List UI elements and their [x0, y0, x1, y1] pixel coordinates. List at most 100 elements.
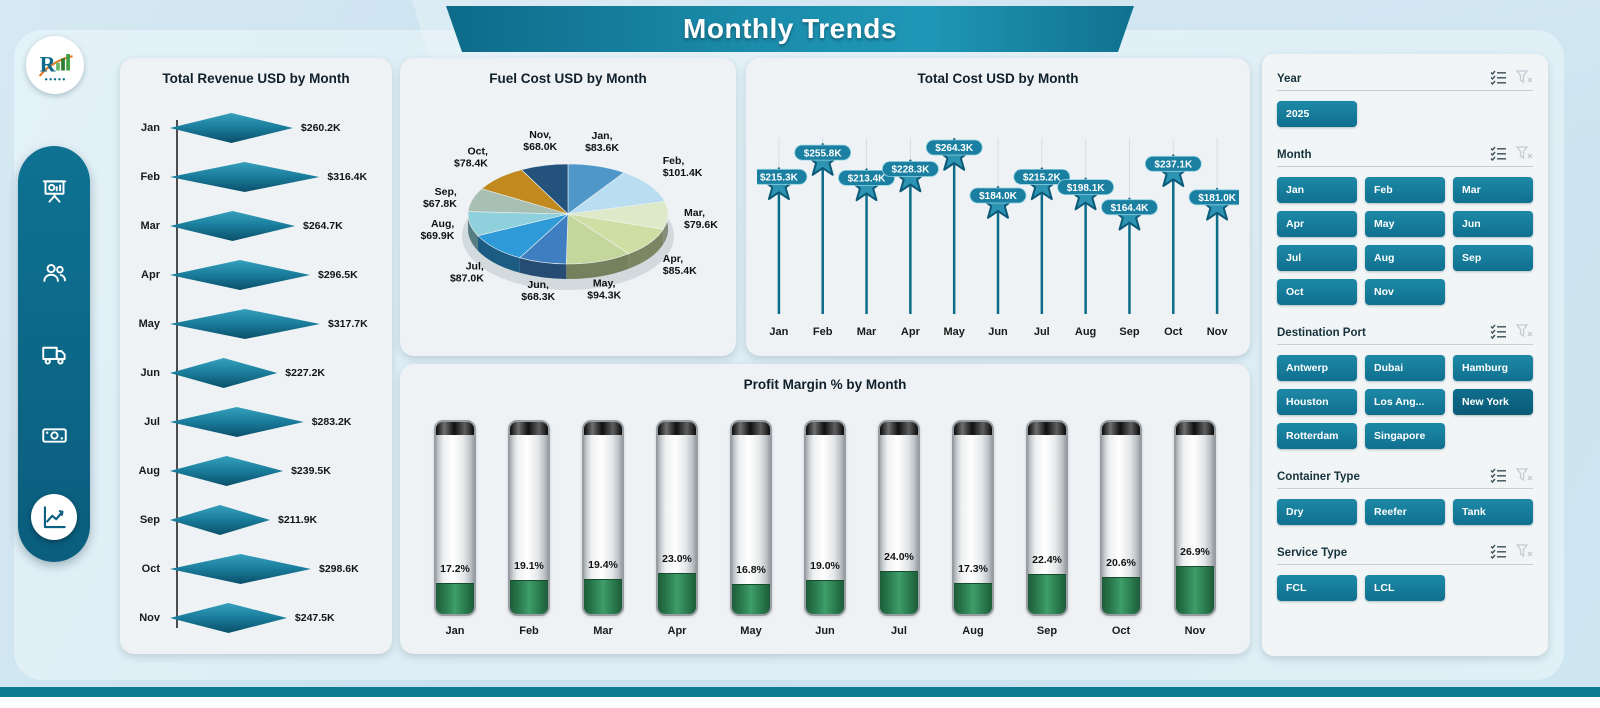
people-nav-button[interactable]: [31, 250, 77, 296]
slicer-options-year: 2025: [1277, 101, 1533, 127]
slicer-option-new-york[interactable]: New York: [1453, 389, 1533, 415]
funnel-row: May $317.7K: [130, 302, 386, 346]
slicer-option-may[interactable]: May: [1365, 211, 1445, 237]
slicer-option-apr[interactable]: Apr: [1277, 211, 1357, 237]
funnel-diamond[interactable]: [170, 456, 284, 486]
funnel-diamond[interactable]: [170, 309, 320, 339]
slicer-option-mar[interactable]: Mar: [1453, 177, 1533, 203]
thermo-month-label: Feb: [519, 625, 539, 637]
slicer-title: Service Type: [1277, 547, 1348, 559]
funnel-value-label: $316.4K: [327, 171, 368, 183]
slicer-option-jun[interactable]: Jun: [1453, 211, 1533, 237]
thermo-tube[interactable]: 17.2%: [434, 420, 476, 616]
slicer-option-fcl[interactable]: FCL: [1277, 575, 1357, 601]
funnel-diamond[interactable]: [170, 162, 320, 192]
pie-slice[interactable]: [565, 213, 630, 265]
slicer-option-dubai[interactable]: Dubai: [1365, 355, 1445, 381]
pie-slice-side: [519, 257, 567, 279]
slicer-option-sep[interactable]: Sep: [1453, 245, 1533, 271]
slicer-option-feb[interactable]: Feb: [1365, 177, 1445, 203]
pie-slice[interactable]: [566, 172, 666, 215]
thermo-value-label: 19.4%: [588, 559, 618, 571]
thermo-column: 23.0% Apr: [648, 420, 706, 637]
funnel-diamond[interactable]: [170, 211, 295, 241]
money-nav-button[interactable]: [31, 413, 77, 459]
pie-slice[interactable]: [520, 163, 569, 215]
slicer-service-type: Service Type FCL LCL: [1277, 544, 1533, 601]
funnel-diamond[interactable]: [170, 113, 293, 143]
slicer-options-destination-port: Antwerp Dubai Hamburg Houston Los Ang... New …: [1277, 355, 1533, 449]
funnel-diamond[interactable]: [170, 505, 270, 535]
thermo-tube[interactable]: 19.1%: [508, 420, 550, 616]
slicer-option-hamburg[interactable]: Hamburg: [1453, 355, 1533, 381]
company-logo: R: [26, 36, 84, 94]
funnel-diamond[interactable]: [170, 260, 310, 290]
slicer-option-2025[interactable]: 2025: [1277, 101, 1357, 127]
money-icon: [41, 422, 68, 449]
thermo-value-label: 16.8%: [736, 564, 766, 576]
funnel-diamond[interactable]: [170, 603, 287, 633]
select-all-icon[interactable]: [1490, 324, 1507, 339]
slicer-option-houston[interactable]: Houston: [1277, 389, 1357, 415]
slicer-option-singapore[interactable]: Singapore: [1365, 423, 1445, 449]
funnel-month-label: Sep: [139, 514, 160, 526]
x-axis-label: Oct: [1164, 326, 1183, 338]
slicer-container-type: Container Type Dry Reefer Tank: [1277, 468, 1533, 525]
slicer-option-aug[interactable]: Aug: [1365, 245, 1445, 271]
value-pill-label: $213.4K: [848, 174, 887, 185]
select-all-icon[interactable]: [1490, 146, 1507, 161]
value-pill: [757, 168, 808, 185]
clear-filter-icon[interactable]: [1516, 324, 1533, 339]
x-axis-label: Jan: [769, 326, 788, 338]
cost-star-svg: $215.3K Jan $255.8K Feb $213.4K Mar $228.3K Apr…: [757, 138, 1239, 338]
funnel-row: Feb $316.4K: [130, 155, 386, 199]
clear-filter-icon[interactable]: [1516, 544, 1533, 559]
thermo-tube[interactable]: 22.4%: [1026, 420, 1068, 616]
slicer-option-oct[interactable]: Oct: [1277, 279, 1357, 305]
clear-filter-icon[interactable]: [1516, 468, 1533, 483]
pie-label: Jun, $68.3K: [521, 279, 555, 303]
funnel-diamond[interactable]: [170, 407, 304, 437]
select-all-icon[interactable]: [1490, 468, 1507, 483]
x-axis-label: Feb: [813, 326, 833, 338]
value-pill-label: $255.8K: [804, 148, 843, 159]
clear-filter-icon[interactable]: [1516, 146, 1533, 161]
slicer-option-rotterdam[interactable]: Rotterdam: [1277, 423, 1357, 449]
thermo-tube[interactable]: 19.0%: [804, 420, 846, 616]
slicer-icons: [1490, 544, 1533, 559]
funnel-month-label: May: [138, 318, 160, 330]
slicer-option-tank[interactable]: Tank: [1453, 499, 1533, 525]
slicer-option-antwerp[interactable]: Antwerp: [1277, 355, 1357, 381]
thermo-tube[interactable]: 26.9%: [1174, 420, 1216, 616]
thermo-tube[interactable]: 23.0%: [656, 420, 698, 616]
slicer-option-dry[interactable]: Dry: [1277, 499, 1357, 525]
line-chart-nav-button[interactable]: [31, 494, 77, 540]
slicer-option-jul[interactable]: Jul: [1277, 245, 1357, 271]
presentation-chart-nav-button[interactable]: [31, 168, 77, 214]
slicer-option-jan[interactable]: Jan: [1277, 177, 1357, 203]
thermo-month-label: Oct: [1111, 625, 1131, 637]
thermo-cap: [806, 422, 844, 435]
clear-filter-icon[interactable]: [1516, 70, 1533, 85]
slicer-option-los-ang-[interactable]: Los Ang...: [1365, 389, 1445, 415]
pie-label: Aug, $69.9K: [420, 218, 454, 242]
truck-nav-button[interactable]: [31, 331, 77, 377]
thermo-tube[interactable]: 19.4%: [582, 420, 624, 616]
thermo-tube[interactable]: 17.3%: [952, 420, 994, 616]
funnel-diamond[interactable]: [170, 554, 311, 584]
x-axis-label: Apr: [901, 326, 921, 338]
thermo-tube[interactable]: 16.8%: [730, 420, 772, 616]
funnel-month-label: Feb: [140, 171, 160, 183]
margin-chart-card: Profit Margin % by Month 17.2% Jan 19.1% Fe…: [400, 364, 1250, 654]
value-pill-label: $181.0K: [1198, 193, 1237, 204]
select-all-icon[interactable]: [1490, 544, 1507, 559]
slicer-option-nov[interactable]: Nov: [1365, 279, 1445, 305]
thermo-tube[interactable]: 20.6%: [1100, 420, 1142, 616]
funnel-diamond[interactable]: [170, 358, 278, 388]
select-all-icon[interactable]: [1490, 70, 1507, 85]
slicer-option-reefer[interactable]: Reefer: [1365, 499, 1445, 525]
slicer-option-lcl[interactable]: LCL: [1365, 575, 1445, 601]
slicer-destination-port: Destination Port Antwerp Dubai Hamburg Houst…: [1277, 324, 1533, 449]
slicer-year: Year 2025: [1277, 70, 1533, 127]
thermo-tube[interactable]: 24.0%: [878, 420, 920, 616]
